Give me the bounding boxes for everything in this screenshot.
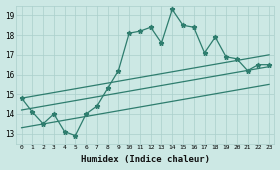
X-axis label: Humidex (Indice chaleur): Humidex (Indice chaleur) (81, 155, 210, 164)
